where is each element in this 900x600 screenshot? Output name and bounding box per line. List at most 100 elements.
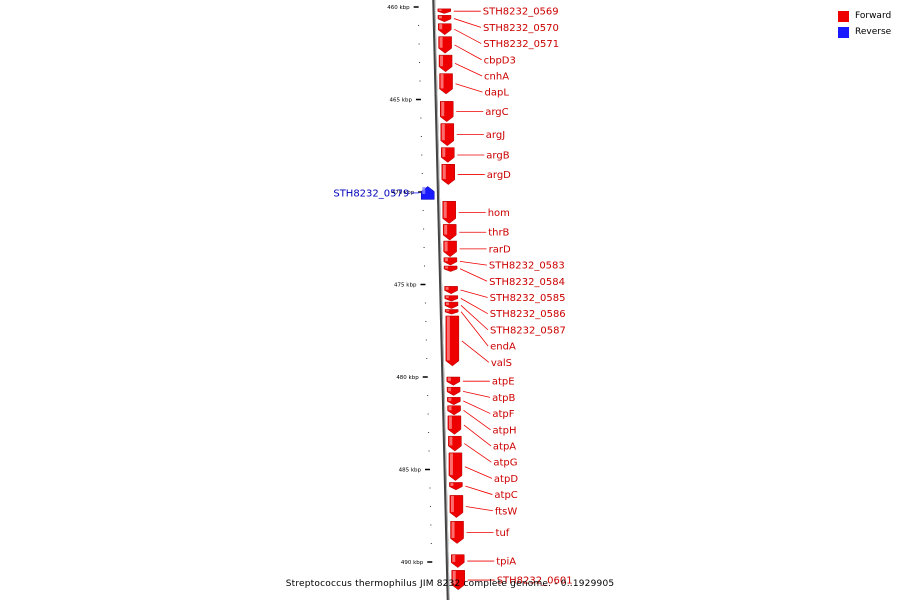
gene-argB[interactable] [441, 147, 455, 163]
gene-label[interactable]: atpB [492, 393, 515, 404]
gene-features [420, 8, 465, 591]
gene-label[interactable]: rarD [489, 244, 511, 255]
gene-label[interactable]: hom [488, 208, 510, 219]
gene-label[interactable]: STH8232_0585 [490, 293, 566, 304]
gene-shading [451, 521, 455, 538]
gene-label[interactable]: STH8232_0569 [483, 7, 559, 18]
gene-label[interactable]: tuf [496, 528, 510, 539]
gene-atpC[interactable] [449, 482, 463, 491]
gene-shading [448, 387, 452, 392]
gene-shading [446, 309, 450, 312]
tick-label: 485 kbp [399, 468, 422, 474]
gene-rarD[interactable] [443, 240, 457, 258]
gene-shading [422, 186, 426, 194]
label-leader [464, 466, 493, 479]
gene-label[interactable]: STH8232_0586 [490, 309, 566, 320]
gene-argD[interactable] [441, 164, 456, 185]
gene-cnhA[interactable] [438, 54, 453, 73]
gene-STH8232_0601[interactable] [451, 570, 465, 591]
gene-label[interactable]: atpF [492, 409, 514, 420]
label-leader [455, 83, 483, 93]
gene-thrB[interactable] [442, 224, 457, 241]
gene-STH8232_0586[interactable] [444, 295, 459, 302]
gene-atpH[interactable] [447, 405, 461, 416]
gene-shading [445, 302, 449, 306]
gene-STH8232_0583[interactable] [443, 257, 458, 266]
gene-label[interactable]: atpH [493, 425, 517, 436]
gene-shading [446, 316, 450, 361]
gene-shading [447, 377, 451, 382]
gene-argJ[interactable] [440, 123, 455, 147]
gene-STH8232_0584[interactable] [443, 265, 458, 272]
gene-STH8232_0587[interactable] [444, 301, 459, 309]
label-leader [465, 506, 493, 512]
gene-label[interactable]: tpiA [496, 557, 516, 568]
gene-label[interactable]: argJ [486, 130, 505, 141]
gene-label[interactable]: STH8232_0579 [333, 188, 409, 199]
tick-label: 475 kbp [394, 283, 417, 289]
gene-label[interactable]: atpE [492, 377, 515, 388]
gene-shading [443, 201, 447, 218]
gene-label[interactable]: ftsW [495, 506, 517, 517]
gene-shading [450, 482, 454, 487]
gene-ftsW[interactable] [449, 495, 464, 518]
gene-tpiA[interactable] [450, 554, 465, 568]
gene-shading [448, 416, 452, 429]
label-leader [453, 18, 482, 28]
tick-label: 460 kbp [387, 5, 410, 11]
gene-atpG[interactable] [448, 435, 462, 452]
gene-label[interactable]: atpA [493, 441, 516, 452]
gene-valS[interactable] [445, 315, 460, 367]
label-leader [454, 28, 482, 44]
gene-shading [449, 436, 453, 446]
label-leader [459, 268, 488, 282]
label-leader [461, 340, 490, 363]
gene-dapL[interactable] [439, 73, 453, 95]
gene-tuf[interactable] [450, 521, 464, 544]
gene-shading [440, 74, 444, 89]
gene-atpA[interactable] [447, 415, 462, 435]
gene-argC[interactable] [439, 101, 454, 123]
gene-labels: STH8232_0569 STH8232_0570 STH8232_0571 cbpD… [333, 7, 572, 587]
gene-label[interactable]: atpC [494, 490, 517, 501]
gene-label[interactable]: cbpD3 [484, 55, 516, 66]
tick-label: 480 kbp [396, 375, 419, 381]
gene-label[interactable]: atpG [493, 458, 517, 469]
gene-STH8232_0569[interactable] [437, 8, 452, 14]
gene-label[interactable]: argC [485, 107, 508, 118]
gene-STH8232_0579[interactable] [420, 186, 435, 200]
gene-shading [441, 101, 445, 117]
gene-atpF[interactable] [447, 397, 461, 406]
gene-atpE[interactable] [446, 376, 461, 386]
gene-label[interactable]: cnhA [484, 71, 509, 82]
gene-shading [450, 495, 454, 513]
gene-atpB[interactable] [446, 386, 461, 396]
gene-label[interactable]: STH8232_0601 [497, 576, 573, 587]
gene-STH8232_0570[interactable] [437, 15, 452, 23]
gene-cbpD3[interactable] [438, 36, 452, 54]
gene-label[interactable]: STH8232_0587 [490, 325, 566, 336]
gene-atpD[interactable] [448, 452, 463, 481]
tick-label: 470 kbp [392, 190, 415, 196]
tick-label: 465 kbp [390, 98, 413, 104]
gene-STH8232_0571[interactable] [437, 23, 452, 36]
legend: Forward Reverse [838, 8, 891, 40]
gene-STH8232_0585[interactable] [444, 286, 458, 295]
gene-shading [445, 266, 449, 269]
gene-label[interactable]: STH8232_0584 [489, 277, 565, 288]
gene-shading [440, 55, 444, 67]
gene-label[interactable]: argB [486, 151, 509, 162]
gene-label[interactable]: STH8232_0570 [483, 23, 559, 34]
gene-label[interactable]: STH8232_0571 [483, 39, 559, 50]
gene-label[interactable]: dapL [485, 88, 510, 99]
gene-shading [452, 570, 456, 585]
gene-shading [442, 148, 446, 157]
gene-label[interactable]: thrB [488, 228, 509, 239]
gene-label[interactable]: endA [490, 342, 516, 353]
gene-label[interactable]: atpD [494, 474, 518, 485]
gene-label[interactable]: argD [487, 170, 511, 181]
gene-label[interactable]: STH8232_0583 [489, 261, 565, 272]
gene-hom[interactable] [442, 201, 456, 224]
gene-endA[interactable] [444, 309, 459, 315]
gene-label[interactable]: valS [491, 358, 512, 369]
